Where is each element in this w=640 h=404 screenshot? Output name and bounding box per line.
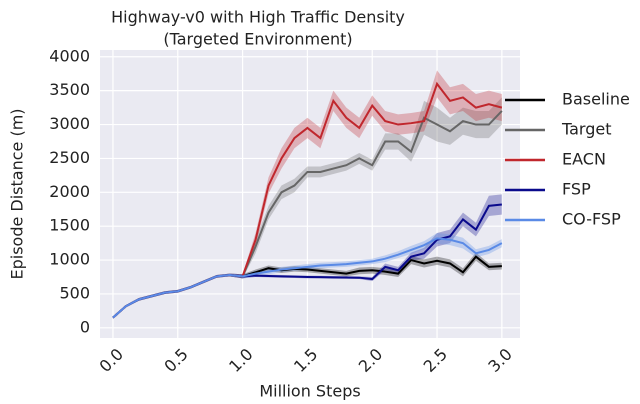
y-axis-label: Episode Distance (m) [8,108,27,279]
y-tick-label: 3000 [49,114,90,133]
x-tick-label: 1.5 [290,345,321,376]
legend-label: FSP [562,180,591,199]
x-tick-label: 0.0 [96,345,127,376]
error-band [112,232,502,319]
chart-subtitle: (Targeted Environment) [163,30,352,49]
y-tick-label: 1000 [49,250,90,269]
x-axis-label: Million Steps [259,382,360,401]
y-tick-label: 500 [59,283,90,302]
y-tick-label: 2500 [49,148,90,167]
chart-title: Highway-v0 with High Traffic Density [111,8,405,27]
legend-label: Baseline [562,90,630,109]
x-tick-label: 2.0 [355,345,386,376]
legend-label: EACN [562,150,606,169]
series-line [112,237,503,319]
y-tick-label: 4000 [49,46,90,65]
legend-label: CO-FSP [562,210,621,229]
y-tick-label: 2000 [49,182,90,201]
x-tick-label: 0.5 [160,345,191,376]
error-band [112,97,502,319]
x-tick-label: 2.5 [420,345,451,376]
y-tick-label: 3500 [49,80,90,99]
y-tick-label: 1500 [49,216,90,235]
error-band [112,70,502,319]
legend-label: Target [561,120,612,139]
x-tick-label: 1.0 [225,345,256,376]
error-band [112,194,502,319]
error-band [112,252,502,319]
plot-area [100,50,520,338]
x-tick-label: 3.0 [484,345,515,376]
y-tick-label: 0 [80,317,90,336]
